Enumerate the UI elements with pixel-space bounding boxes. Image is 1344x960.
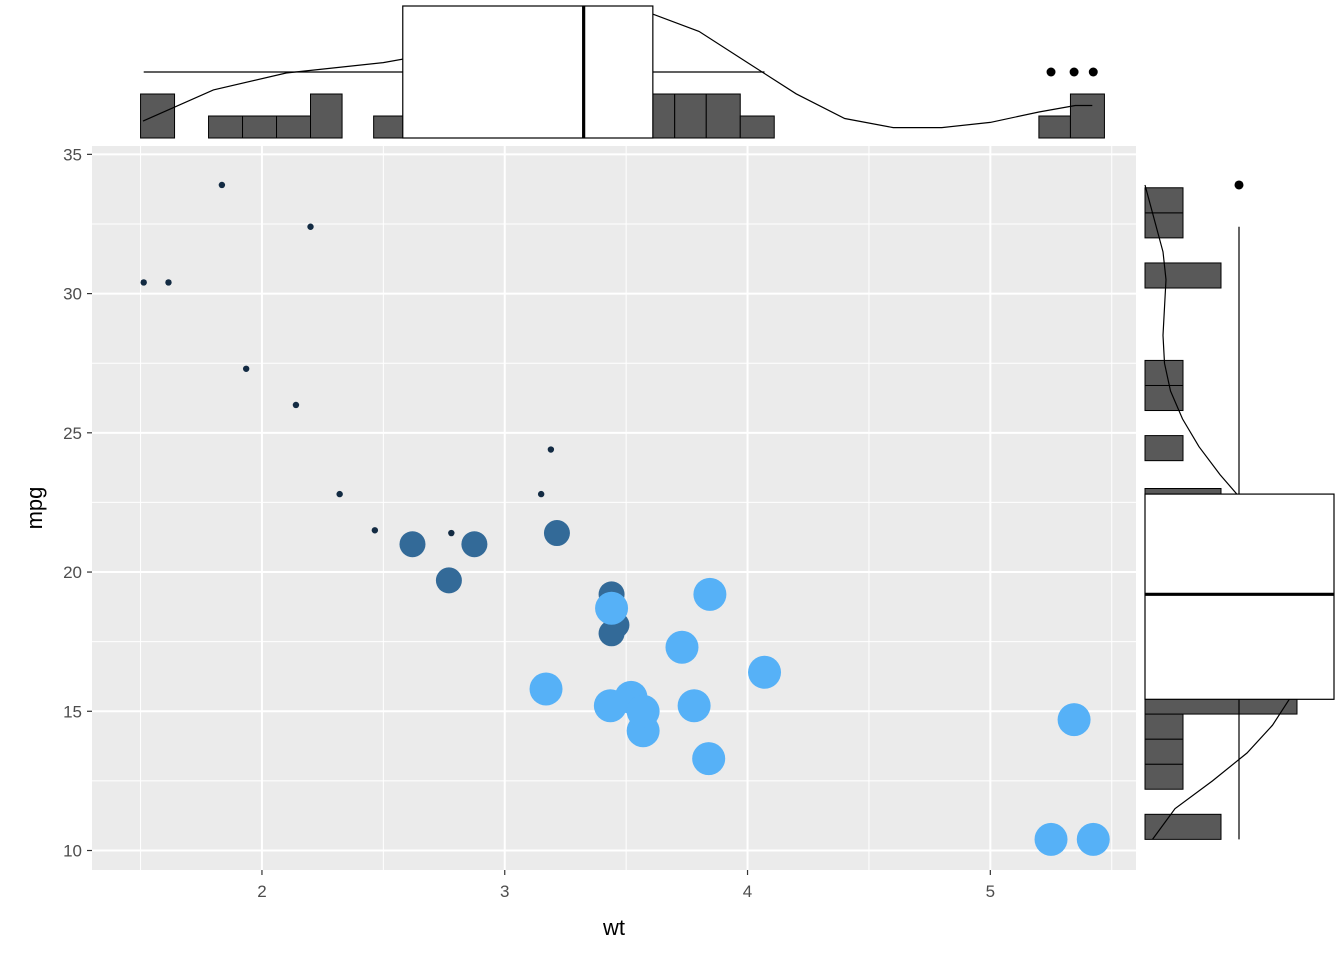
scatter-point (593, 689, 627, 723)
x-tick-label: 3 (500, 882, 509, 901)
scatter-point (336, 490, 343, 498)
scatter-point (165, 279, 172, 286)
x-box-outlier (1069, 67, 1079, 77)
scatter-point (598, 620, 625, 647)
scatter-point (1076, 822, 1110, 856)
y-histogram-bar (1144, 359, 1184, 386)
scatter-point (665, 630, 699, 664)
x-histogram-bar (739, 115, 775, 139)
y-tick-label: 25 (63, 424, 82, 443)
x-histogram-bar (1038, 115, 1071, 139)
x-histogram-bar (208, 115, 244, 139)
x-box (402, 5, 654, 139)
y-histogram-bar (1144, 212, 1184, 239)
scatter-point (1034, 822, 1068, 856)
y-tick-label: 35 (63, 145, 82, 164)
minor-gridlines (92, 146, 1136, 870)
x-histogram-bar (276, 115, 312, 139)
scatter-point (748, 655, 782, 689)
x-histogram-bar (674, 93, 707, 139)
y-box (1144, 493, 1335, 700)
x-histogram-bar (242, 115, 278, 139)
scatter-point (547, 446, 555, 453)
scatter-point (595, 591, 629, 625)
major-gridlines (92, 146, 1136, 870)
x-tick-label: 2 (257, 882, 266, 901)
scatter-point (292, 401, 300, 409)
y-tick-label: 30 (63, 285, 82, 304)
x-histogram-bar (705, 93, 741, 139)
x-box-outlier (1088, 67, 1098, 77)
scatter-point (529, 672, 563, 706)
scatter-point (543, 520, 570, 547)
scatter-point (448, 529, 455, 537)
scatter-point (218, 181, 226, 189)
scatter-point (435, 567, 462, 594)
scatter-point (693, 577, 727, 611)
x-density-curve (142, 7, 1093, 129)
scatter-point (399, 531, 426, 558)
scatter-point (242, 365, 250, 372)
y-box-outlier (1234, 180, 1244, 190)
y-histogram-bar (1144, 713, 1184, 740)
y-histogram-bar (1144, 435, 1184, 462)
y-tick-label: 15 (63, 702, 82, 721)
y-tick-label: 20 (63, 563, 82, 582)
y-axis-title: mpg (22, 487, 47, 530)
scatter-point (140, 279, 147, 286)
x-box-outlier (1046, 67, 1056, 77)
plot-panel (92, 146, 1136, 870)
y-histogram-bar (1144, 187, 1184, 214)
y-histogram-bar (1144, 813, 1222, 840)
y-histogram-bar (1144, 262, 1222, 289)
scatter-point (461, 531, 488, 558)
x-histogram-bar (140, 93, 176, 139)
scatter-point (537, 490, 545, 498)
x-histogram-bar (310, 93, 343, 139)
scatter-point (371, 527, 379, 534)
y-histogram-bar (1144, 738, 1184, 765)
x-axis-title: wt (602, 915, 625, 940)
top-marginal-plot (140, 5, 1105, 139)
scatter-point (626, 694, 660, 728)
x-histogram-bar (1069, 93, 1105, 139)
scatter-point (307, 223, 314, 230)
x-tick-label: 5 (986, 882, 995, 901)
scatter-point (1057, 703, 1091, 737)
axes: 2 3 4 5 10 15 20 25 30 35 (63, 145, 995, 901)
y-histogram-bar (1144, 763, 1184, 790)
scatter-point (677, 689, 711, 723)
y-tick-label: 10 (63, 842, 82, 861)
x-tick-label: 4 (743, 882, 752, 901)
scatter-point (692, 742, 726, 776)
scatter-points (140, 181, 1110, 856)
right-marginal-plot (1144, 180, 1335, 840)
